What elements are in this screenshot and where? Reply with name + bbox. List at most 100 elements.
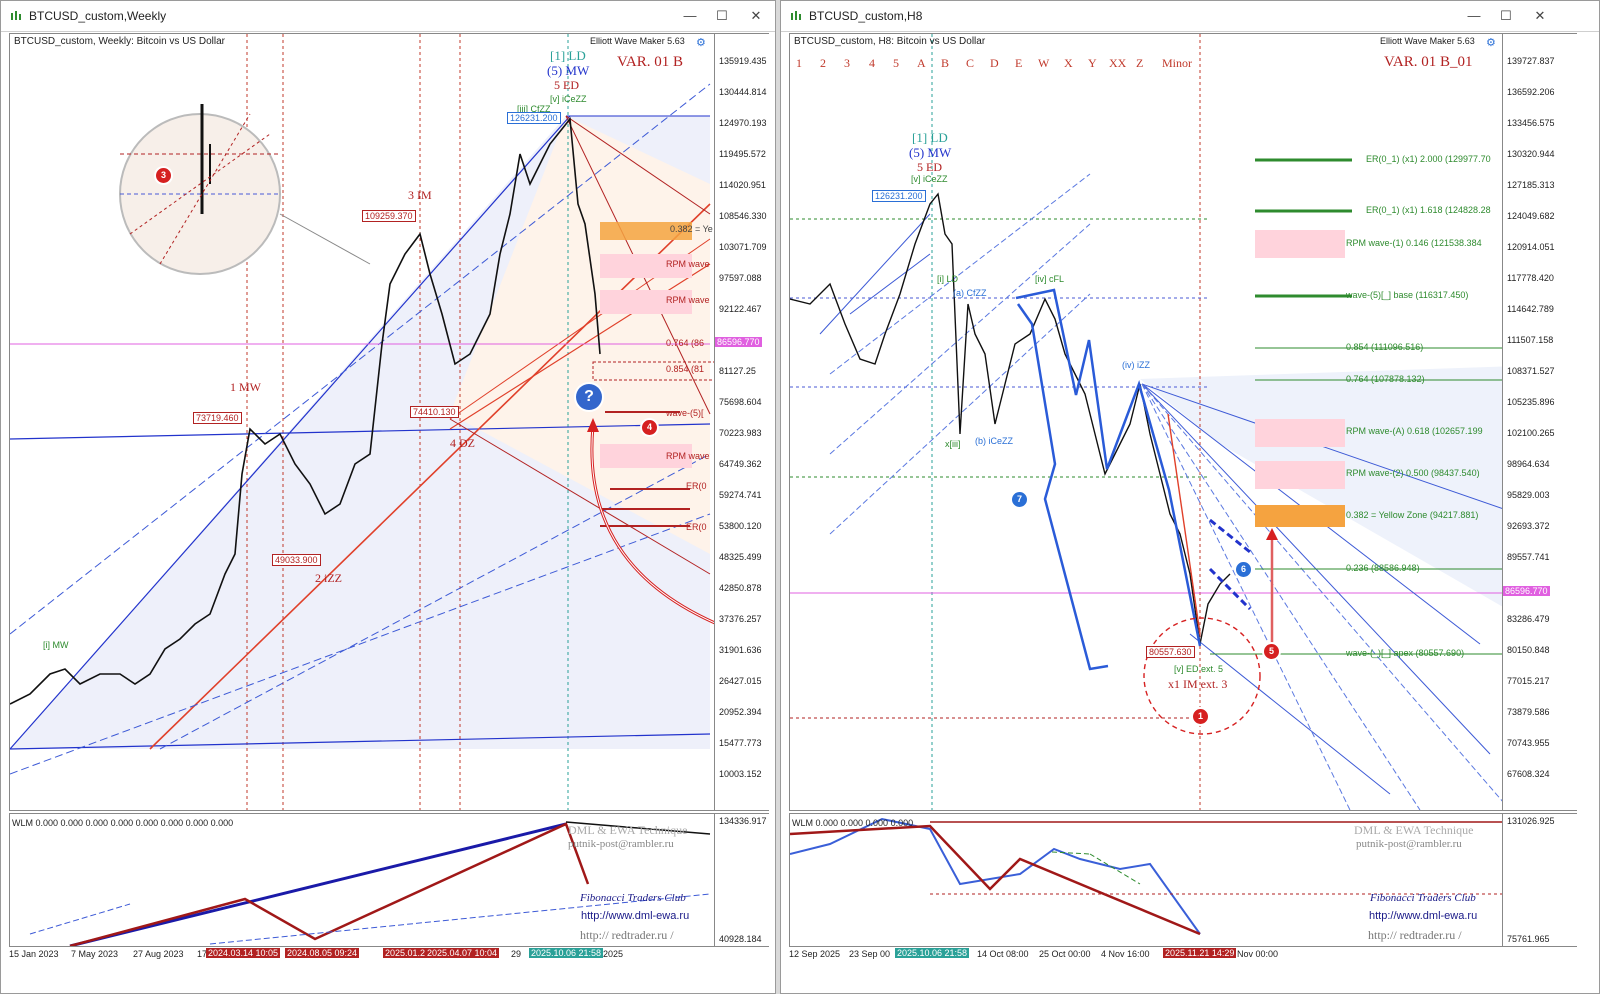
fib-label: 0.854 (81: [666, 364, 705, 374]
right-wlm-canvas: [790, 817, 1502, 936]
price-box-109: 109259.370: [362, 210, 416, 222]
degree-item[interactable]: E: [1015, 56, 1023, 70]
left-wlm-axis: 134336.917 40928.184: [714, 814, 769, 946]
fib-level: 0.854 (111096.516): [1346, 342, 1424, 352]
degree-item[interactable]: A: [917, 56, 926, 70]
right-window-title: BTCUSD_custom,H8: [809, 9, 923, 23]
fib-level: ER(0_1) (x1) 1.618 (124828.28: [1366, 205, 1491, 215]
close-button[interactable]: ✕: [750, 8, 762, 23]
degree-item[interactable]: 1: [796, 56, 802, 70]
indicator-name: Elliott Wave Maker 5.63: [590, 36, 685, 46]
price-tick: 75698.604: [719, 397, 762, 407]
wlm-tick: 134336.917: [719, 816, 767, 826]
left-chart-canvas[interactable]: [10, 34, 768, 810]
minimize-button[interactable]: —: [1467, 8, 1481, 23]
fib-level: RPM wave-(1) 0.146 (121538.384: [1346, 238, 1482, 248]
wave-label-cfzz: [iii] CfZZ: [517, 104, 551, 114]
date-tick: 7 May 2023: [71, 949, 119, 959]
price-tick: 89557.741: [1507, 552, 1550, 562]
brand-url1[interactable]: http://www.dml-ewa.ru: [1369, 910, 1478, 922]
settings-icon[interactable]: ⚙: [1486, 37, 1496, 49]
price-tick: 42850.878: [719, 583, 762, 593]
wave-label-edext: [v] ED ext. 5: [1174, 664, 1224, 674]
left-main-chart[interactable]: BTCUSD_custom, Weekly: Bitcoin vs US Dol…: [9, 33, 769, 811]
badge-7: 7: [1012, 492, 1027, 507]
settings-icon[interactable]: ⚙: [696, 37, 706, 49]
price-tick: 70743.955: [1507, 738, 1550, 748]
wave-label-mw: (5) MW: [909, 145, 952, 160]
price-tick: 111507.158: [1507, 335, 1554, 345]
date-tick: 29: [511, 949, 522, 959]
degree-item[interactable]: XX: [1109, 56, 1127, 70]
degree-item[interactable]: Minor: [1162, 56, 1192, 70]
price-box-high: 126231.200: [872, 190, 926, 202]
price-tick: 124970.193: [719, 118, 767, 128]
right-price-axis: 139727.837 136592.206 133456.575 130320.…: [1502, 34, 1577, 810]
wlm-tick: 75761.965: [1507, 934, 1550, 944]
right-main-chart[interactable]: BTCUSD_custom, H8: Bitcoin vs US Dollar …: [789, 33, 1577, 811]
date-marker: 2025.11.21 14:29: [1163, 948, 1237, 958]
maximize-button[interactable]: ☐: [716, 8, 728, 23]
degree-item[interactable]: 2: [820, 56, 826, 70]
left-wlm-canvas: [29, 821, 711, 946]
badge-4: 4: [642, 420, 657, 435]
right-wlm-panel[interactable]: WLM 0.000 0.000 0.000 0.000 DML & EWA Te…: [789, 813, 1577, 947]
date-marker: 2025.01.2: [383, 948, 428, 958]
wave-label-ld-i: [i] LD: [937, 274, 959, 284]
degree-item[interactable]: X: [1064, 56, 1073, 70]
left-wlm-panel[interactable]: WLM 0.000 0.000 0.000 0.000 0.000 0.000 …: [9, 813, 769, 947]
degree-item[interactable]: Y: [1088, 56, 1097, 70]
wave-label-cfl: [iv] cFL: [1035, 274, 1065, 284]
fib-level: 0.764 (107878.132): [1346, 374, 1425, 384]
wave-label-ld: [1] LD: [912, 130, 948, 145]
degree-item[interactable]: W: [1038, 56, 1050, 70]
date-tick: 2025: [603, 949, 624, 959]
date-tick: 17: [197, 949, 208, 959]
brand-url1[interactable]: http://www.dml-ewa.ru: [581, 910, 690, 922]
brand-title: DML & EWA Technique: [568, 823, 688, 837]
price-tick: 80150.848: [1507, 645, 1550, 655]
price-tick: 105235.896: [1507, 397, 1555, 407]
fib-label: RPM wave: [666, 295, 710, 305]
degree-item[interactable]: Z: [1136, 56, 1144, 70]
right-wlm-axis: 131026.925 75761.965: [1502, 814, 1577, 946]
help-badge[interactable]: ?: [576, 384, 602, 410]
badge-5: 5: [1264, 644, 1279, 659]
price-tick: 124049.682: [1507, 211, 1555, 221]
degree-item[interactable]: 4: [869, 56, 875, 70]
price-tick: 97597.088: [719, 273, 762, 283]
brand-url2[interactable]: http:// redtrader.ru /: [1368, 928, 1462, 942]
price-tick: 127185.313: [1507, 180, 1555, 190]
price-tick: 108371.527: [1507, 366, 1555, 376]
price-tick: 95829.003: [1507, 490, 1550, 500]
degree-item[interactable]: D: [990, 56, 999, 70]
right-chart-window: BTCUSD_custom,H8 — ☐ ✕: [780, 0, 1600, 994]
price-box-low: 80557.630: [1146, 646, 1195, 658]
minimize-button[interactable]: —: [683, 8, 697, 23]
degree-item[interactable]: 5: [893, 56, 899, 70]
right-chart-canvas[interactable]: [790, 34, 1576, 810]
close-button[interactable]: ✕: [1534, 8, 1546, 23]
right-titlebar[interactable]: BTCUSD_custom,H8 — ☐ ✕: [781, 1, 1599, 32]
price-tick: 114020.951: [719, 180, 766, 190]
price-tick: 59274.741: [719, 490, 762, 500]
degree-item[interactable]: 3: [844, 56, 850, 70]
left-titlebar[interactable]: BTCUSD_custom,Weekly — ☐ ✕: [1, 1, 775, 32]
current-price-tag: 86596.770: [715, 337, 762, 347]
degree-item[interactable]: C: [966, 56, 975, 70]
maximize-button[interactable]: ☐: [1500, 8, 1512, 23]
price-tick: 92693.372: [1507, 521, 1550, 531]
wave-label-1mw: 1 MW: [230, 380, 261, 394]
wave-label-icezz: [v] iCeZZ: [550, 94, 587, 104]
wave-label-cfzz: (a) CfZZ: [953, 288, 987, 298]
right-date-axis: 12 Sep 2025 23 Sep 00 2025.10.06 21:58 1…: [789, 947, 1577, 963]
wave-label-icezz: [v] iCeZZ: [911, 174, 948, 184]
degree-item[interactable]: B: [941, 56, 950, 70]
brand-url2[interactable]: http:// redtrader.ru /: [580, 928, 674, 942]
left-window-title: BTCUSD_custom,Weekly: [29, 9, 167, 23]
current-price-tag: 86596.770: [1503, 586, 1550, 596]
chart-app-icon: [791, 11, 801, 20]
price-tick: 130320.944: [1507, 149, 1555, 159]
date-tick: 23 Sep 00: [849, 949, 891, 959]
fib-label: RPM wave: [666, 259, 710, 269]
